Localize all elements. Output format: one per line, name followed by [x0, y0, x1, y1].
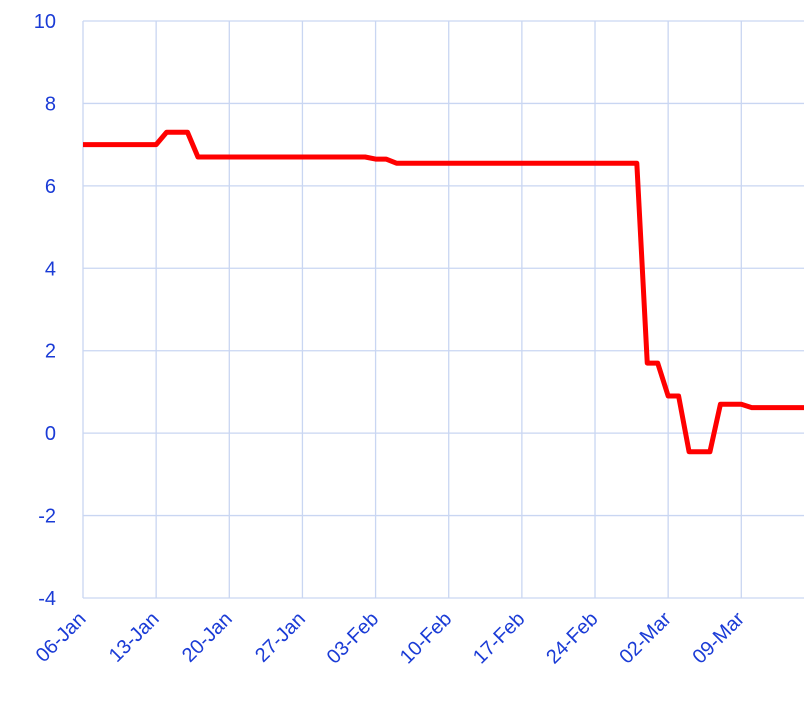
y-tick-label: 10: [34, 11, 56, 33]
line: [83, 129, 804, 455]
y-tick-label: 8: [45, 93, 56, 115]
x-tick-label: 24-Feb: [542, 608, 602, 668]
x-tick-label: 06-Jan: [32, 608, 91, 667]
y-tick-label: -4: [38, 588, 56, 610]
x-tick-label: 20-Jan: [178, 608, 237, 667]
x-tick-label: 13-Jan: [105, 608, 164, 667]
y-tick-label: 6: [45, 176, 56, 198]
x-tick-label: 17-Feb: [469, 608, 529, 668]
x-tick-label: 03-Feb: [323, 608, 383, 668]
y-tick-label: -2: [38, 506, 56, 528]
y-tick-label: 2: [45, 341, 56, 363]
x-tick-label: 27-Jan: [251, 608, 310, 667]
x-tick-label: 09-Mar: [688, 608, 749, 669]
y-tick-label: 0: [45, 423, 56, 445]
y-tick-label: 4: [45, 258, 56, 280]
x-tick-label: 02-Mar: [615, 608, 676, 669]
x-tick-label: 10-Feb: [396, 608, 456, 668]
